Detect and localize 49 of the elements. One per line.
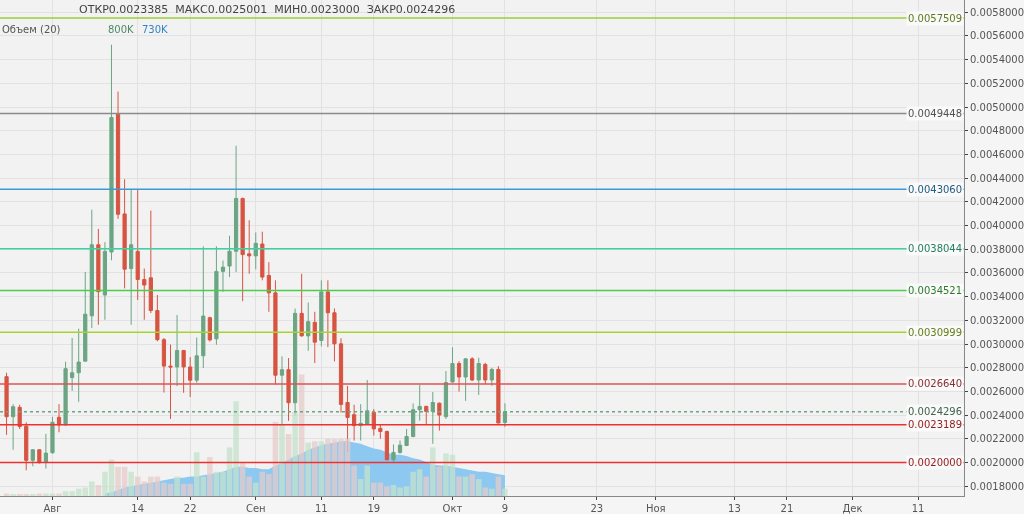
x-tick-label: 19 — [367, 503, 381, 514]
y-tick-label: 0.0056000 — [970, 30, 1024, 42]
x-tick-label: 11 — [911, 503, 925, 514]
y-tick-label: 0.0034000 — [970, 291, 1024, 303]
y-tick-label: 0.0036000 — [970, 267, 1024, 279]
ref-line-label: 0.0023189 — [908, 419, 963, 430]
y-tick-label: 0.0030000 — [970, 338, 1024, 350]
y-tick-label: 0.0050000 — [970, 101, 1024, 113]
x-tick-label: 9 — [501, 503, 509, 514]
y-tick-label: 0.0038000 — [970, 243, 1024, 255]
x-tick-label: Дек — [842, 503, 863, 514]
x-tick-label: 11 — [314, 503, 328, 514]
chart-subtitle: ОТКР0.0023385 МАКС0.0025001 МИН0.0023000 ЗАКР0.0024296 — [79, 3, 456, 16]
y-tick-label: 0.0042000 — [970, 196, 1024, 208]
y-tick-label: 0.0046000 — [970, 148, 1024, 160]
x-tick-label: Окт — [442, 503, 463, 514]
x-tick-label: 21 — [780, 503, 794, 514]
ref-line-label: 0.0038044 — [908, 243, 963, 254]
y-tick-label: 0.0028000 — [970, 362, 1024, 374]
ref-line-label: 0.0020000 — [908, 457, 963, 468]
y-tick-label: 0.0058000 — [970, 6, 1024, 18]
ref-line-label: 0.0043060 — [908, 184, 963, 195]
y-tick-label: 0.0048000 — [970, 125, 1024, 137]
ref-line-label: 0.0034521 — [908, 285, 963, 296]
y-tick-label: 0.0024000 — [970, 409, 1024, 421]
y-tick-label: 0.0044000 — [970, 172, 1024, 184]
y-tick-label: 0.0054000 — [970, 54, 1024, 66]
x-tick-label: 22 — [183, 503, 197, 514]
annotation: Объем (20) — [2, 24, 61, 35]
ref-line-label: 0.0057509 — [908, 13, 963, 24]
y-tick-label: 0.0022000 — [970, 433, 1024, 445]
y-tick-label: 0.0032000 — [970, 314, 1024, 326]
x-tick-label: 23 — [590, 503, 604, 514]
ref-line-label: 0.0049448 — [908, 108, 963, 119]
y-tick-label: 0.0018000 — [970, 480, 1024, 492]
ref-line-label: 0.0024296 — [908, 406, 963, 417]
y-tick-label: 0.0026000 — [970, 385, 1024, 397]
x-tick-label: 14 — [131, 503, 145, 514]
y-tick-label: 0.0040000 — [970, 220, 1024, 232]
annotation: 730K — [142, 24, 169, 35]
x-tick-label: Сен — [245, 503, 266, 514]
x-tick-label: Ноя — [645, 503, 666, 514]
x-tick-label: 13 — [728, 503, 741, 514]
annotation: 800K — [108, 24, 135, 35]
y-tick-label: 0.0052000 — [970, 77, 1024, 89]
y-tick-label: 0.0020000 — [970, 457, 1024, 469]
ref-line-label: 0.0026640 — [908, 378, 963, 389]
ref-line-label: 0.0030999 — [908, 327, 963, 338]
x-tick-label: Авг — [43, 503, 62, 514]
